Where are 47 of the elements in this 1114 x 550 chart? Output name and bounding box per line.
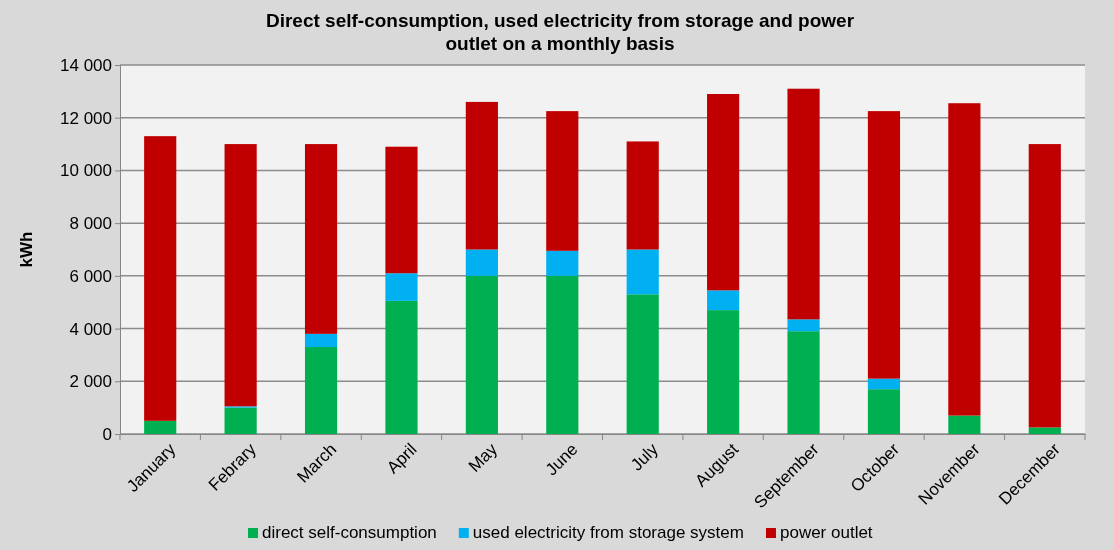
bar — [304, 347, 338, 434]
x-tick-label: July — [627, 439, 663, 475]
bar — [224, 144, 257, 407]
bar — [465, 249, 498, 276]
bar — [385, 300, 418, 434]
chart-title: Direct self-consumption, used electricity from storage and power outlet on a monthly basis — [265, 10, 855, 54]
bar — [626, 141, 659, 250]
bar — [867, 378, 901, 390]
bar — [304, 333, 338, 348]
x-tick-label: May — [464, 439, 502, 476]
y-tick-label: 14 000 — [60, 55, 112, 75]
bar — [707, 290, 740, 311]
bar — [787, 88, 820, 320]
bar — [1028, 144, 1061, 428]
bar — [787, 319, 820, 332]
bar — [224, 407, 257, 434]
bar — [867, 389, 901, 434]
legend-label: power outlet — [779, 523, 873, 542]
bar — [144, 136, 177, 421]
bar — [1028, 427, 1061, 434]
bar — [304, 144, 338, 334]
bar — [546, 275, 579, 434]
y-tick-label: 8 000 — [69, 214, 112, 234]
bar — [787, 331, 820, 434]
legend-label: used electricity from storage system — [472, 523, 744, 542]
y-tick-label: 0 — [102, 424, 112, 444]
bar — [465, 101, 498, 250]
bar — [948, 103, 981, 416]
y-tick-label: 6 000 — [69, 266, 112, 286]
bar — [385, 273, 418, 301]
bar — [867, 111, 901, 379]
legend-label: direct self-consumption — [262, 523, 437, 542]
y-axis-title: kWh — [17, 231, 36, 268]
y-tick-label: 2 000 — [69, 372, 112, 392]
bar — [144, 420, 177, 434]
bar — [385, 146, 418, 274]
bar — [626, 249, 659, 295]
bar — [546, 111, 579, 251]
y-tick-label: 12 000 — [60, 108, 112, 128]
bar — [465, 275, 498, 434]
bar — [707, 93, 740, 291]
y-tick-label: 4 000 — [69, 319, 112, 339]
bar — [707, 310, 740, 434]
y-tick-label: 10 000 — [60, 161, 112, 181]
bar — [626, 294, 659, 434]
bar — [546, 250, 579, 276]
bar — [948, 415, 981, 434]
